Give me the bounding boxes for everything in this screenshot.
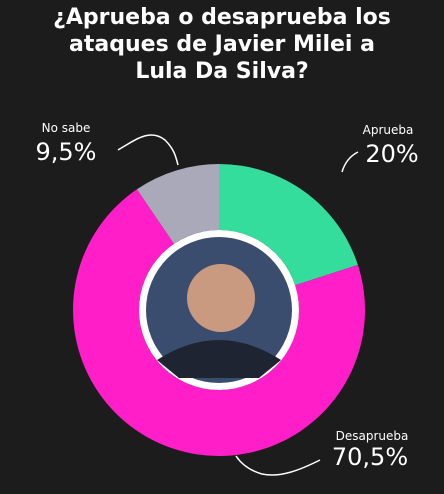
category-label: Desaprueba [336, 429, 409, 443]
chart-title: ¿Aprueba o desaprueba los ataques de Jav… [53, 5, 391, 84]
category-label: No sabe [42, 121, 91, 135]
arrow [117, 134, 179, 166]
donut-segment [136, 164, 219, 244]
arrows [117, 134, 359, 476]
arrow [341, 151, 359, 173]
donut-segment [73, 189, 366, 457]
category-label: Aprueba [363, 123, 414, 137]
value-label: 70,5% [332, 443, 408, 471]
value-label: 9,5% [36, 138, 97, 166]
donut-segment [219, 164, 358, 286]
photo-body [157, 340, 281, 378]
value-label: 20% [365, 140, 418, 168]
photo-face [187, 264, 255, 332]
arrow [235, 455, 321, 476]
